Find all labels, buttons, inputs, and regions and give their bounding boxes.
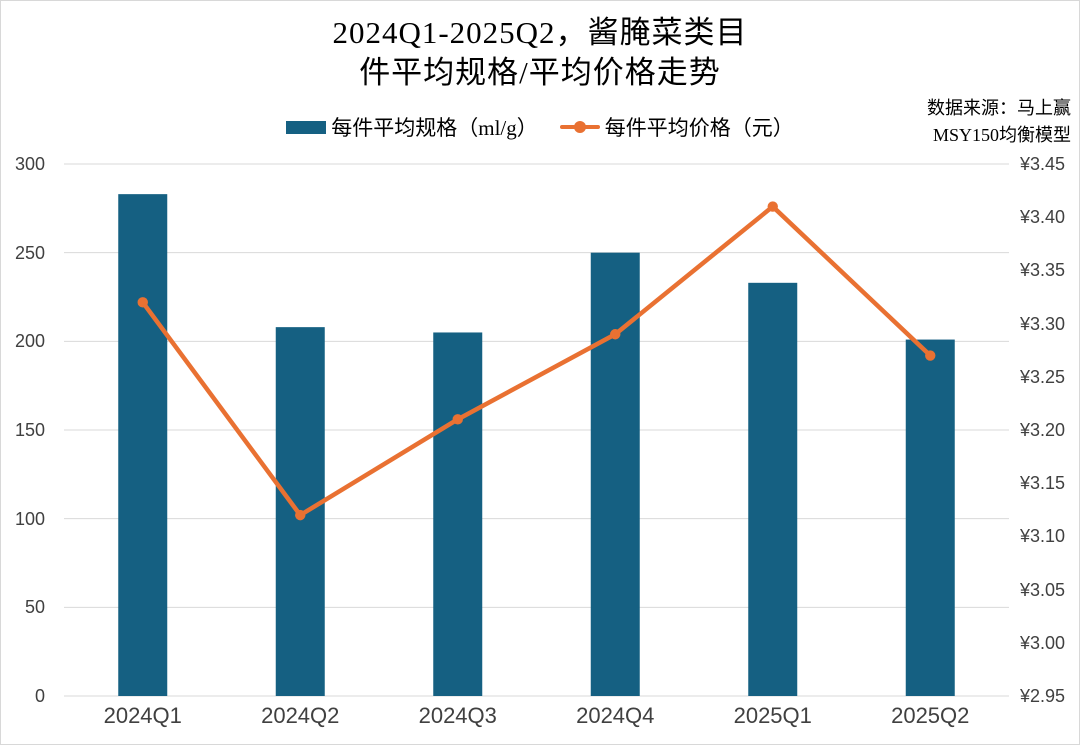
- x-axis-category-label: 2025Q2: [891, 703, 970, 728]
- right-axis-tick-label: ¥3.45: [1020, 154, 1066, 174]
- right-axis-tick-label: ¥3.10: [1020, 526, 1066, 547]
- legend-item-avg-price: 每件平均价格（元）: [559, 112, 794, 142]
- right-axis-tick-label: ¥3.25: [1020, 366, 1066, 387]
- legend-item-avg-spec: 每件平均规格（ml/g）: [286, 112, 538, 142]
- line-marker-icon: [767, 201, 778, 212]
- right-axis-tick-label: ¥2.95: [1020, 686, 1066, 706]
- chart-title: 2024Q1-2025Q2，酱腌菜类目 件平均规格/平均价格走势: [1, 13, 1079, 93]
- left-axis-tick-label: 0: [34, 686, 45, 706]
- data-source-line1: 数据来源：马上赢: [927, 98, 1071, 118]
- left-axis-tick-label: 250: [14, 242, 45, 263]
- left-axis-tick-label: 100: [14, 508, 45, 529]
- left-axis-tick-label: 150: [14, 420, 45, 440]
- bar-avg-spec: [118, 194, 168, 696]
- line-marker-icon: [452, 414, 463, 425]
- line-marker-icon: [295, 509, 306, 521]
- bar-avg-spec: [433, 332, 483, 696]
- legend: 每件平均规格（ml/g） 每件平均价格（元）: [1, 112, 1079, 142]
- line-marker-icon: [137, 297, 148, 308]
- line-swatch-marker-icon: [573, 121, 586, 133]
- chart-title-line1: 2024Q1-2025Q2，酱腌菜类目: [332, 15, 748, 50]
- bar-avg-spec: [905, 339, 955, 696]
- x-axis-category-label: 2024Q3: [418, 703, 497, 728]
- bar-avg-spec: [748, 282, 798, 696]
- right-axis-tick-label: ¥3.00: [1020, 632, 1066, 653]
- data-source-note: 数据来源：马上赢 MSY150均衡模型: [927, 95, 1071, 149]
- legend-label-avg-price: 每件平均价格（元）: [604, 116, 794, 140]
- left-axis-tick-label: 300: [14, 154, 45, 174]
- x-axis-category-label: 2024Q4: [576, 703, 655, 728]
- right-axis-tick-label: ¥3.35: [1020, 260, 1066, 281]
- line-marker-icon: [925, 350, 936, 361]
- right-axis-tick-label: ¥3.05: [1020, 579, 1066, 600]
- right-axis-tick-label: ¥3.20: [1020, 420, 1066, 440]
- data-source-line2: MSY150均衡模型: [932, 125, 1071, 145]
- line-series-swatch-icon: [559, 121, 600, 133]
- chart-title-line2: 件平均规格/平均价格走势: [359, 55, 721, 90]
- x-axis-category-label: 2025Q1: [733, 703, 812, 728]
- right-axis-tick-label: ¥3.30: [1020, 313, 1066, 334]
- left-axis-tick-label: 50: [24, 597, 45, 618]
- left-axis-tick-label: 200: [14, 331, 45, 352]
- right-axis-tick-label: ¥3.40: [1020, 207, 1066, 228]
- line-marker-icon: [610, 329, 621, 340]
- line-avg-price: [140, 204, 933, 518]
- x-axis-category-label: 2024Q1: [103, 703, 182, 728]
- bar-avg-spec: [590, 252, 640, 696]
- right-axis-tick-label: ¥3.15: [1020, 473, 1066, 494]
- x-axis-category-label: 2024Q2: [261, 703, 340, 728]
- bar-series-swatch-icon: [286, 120, 327, 134]
- legend-label-avg-spec: 每件平均规格（ml/g）: [331, 116, 538, 140]
